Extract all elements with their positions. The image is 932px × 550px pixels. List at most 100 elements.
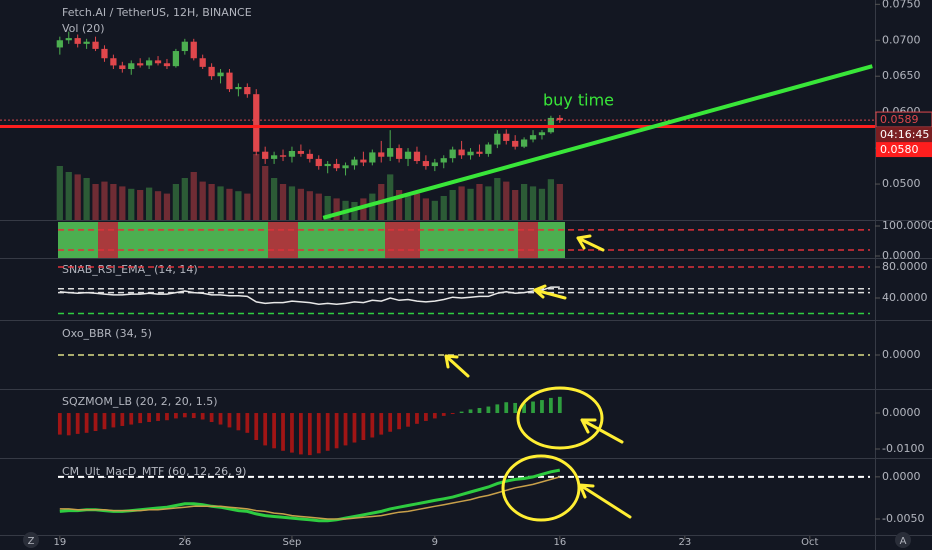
- indicator-line: [59, 286, 560, 305]
- trend-line: [322, 64, 873, 220]
- level-price-box: [876, 142, 932, 158]
- histogram-bar: [504, 402, 509, 414]
- histogram-bar: [540, 400, 544, 414]
- histogram-bar: [272, 413, 276, 449]
- volume-bar: [529, 186, 537, 220]
- candle-body: [431, 162, 438, 167]
- pane-label: SQZMOM_LB (20, 2, 20, 1.5): [62, 395, 218, 408]
- histogram-bar: [57, 413, 62, 435]
- volume-bar: [270, 178, 278, 220]
- volume-bar: [476, 184, 483, 220]
- candle-body: [110, 58, 117, 66]
- candle-body: [145, 60, 153, 66]
- candle-body: [351, 159, 358, 166]
- volume-bar: [297, 188, 305, 220]
- candle-body: [404, 151, 412, 159]
- histogram-bar: [441, 413, 446, 416]
- volume-bar: [306, 191, 313, 220]
- volume-bar: [119, 186, 126, 220]
- candle-body: [378, 152, 385, 157]
- candle-body: [235, 86, 242, 90]
- histogram-bar: [66, 413, 71, 436]
- volume-bar: [279, 184, 287, 220]
- volume-bar: [235, 191, 242, 220]
- volume-bar: [172, 184, 180, 220]
- candle-body: [181, 41, 188, 52]
- volume-bar: [226, 188, 233, 220]
- volume-bar: [369, 193, 376, 220]
- volume-bar: [503, 181, 510, 220]
- candle-body: [422, 161, 430, 167]
- volume-bar: [154, 191, 162, 220]
- volume-bar: [512, 190, 519, 220]
- histogram-bar: [165, 413, 169, 421]
- histogram-bar: [290, 413, 294, 453]
- candle-body: [556, 117, 563, 121]
- candle-body: [208, 66, 215, 77]
- x-tick-label: 19: [53, 537, 66, 548]
- histogram-bar: [549, 397, 553, 414]
- volume-bar: [74, 174, 81, 220]
- histogram-bar: [138, 413, 143, 424]
- volume-bar: [431, 200, 438, 220]
- candle-body: [190, 41, 197, 59]
- histogram-bar: [84, 413, 89, 433]
- volume-bar: [92, 184, 99, 220]
- candle-body: [262, 151, 269, 159]
- candle-body: [56, 40, 63, 48]
- annotation: buy time: [543, 91, 614, 110]
- histogram-bar: [343, 413, 348, 446]
- volume-bar: [253, 154, 260, 220]
- candle-body: [92, 41, 99, 49]
- volume-bar: [190, 172, 197, 220]
- volume-bar: [547, 179, 555, 220]
- chart-title: Fetch.AI / TetherUS, 12H, BINANCE: [62, 6, 252, 19]
- histogram-bar: [200, 413, 205, 420]
- volume-bar: [449, 190, 456, 220]
- y-tick-label: 0.0000: [882, 406, 921, 419]
- y-tick-label: -0.0050: [882, 512, 924, 525]
- histogram-bar: [245, 413, 250, 433]
- histogram-bar: [191, 413, 196, 419]
- volume-bar: [467, 188, 474, 220]
- countdown-box: [876, 127, 932, 143]
- volume-bar: [128, 188, 135, 220]
- volume-bar: [413, 193, 421, 220]
- volume-bar: [395, 190, 403, 220]
- histogram-bar: [379, 413, 384, 435]
- volume-bar: [208, 184, 215, 220]
- candle-body: [244, 86, 251, 95]
- histogram-bar: [75, 413, 80, 434]
- histogram-bar: [120, 413, 125, 426]
- candle-body: [270, 155, 278, 159]
- candle-body: [503, 133, 510, 141]
- x-tick-label: 9: [432, 537, 438, 548]
- volume-label: Vol (20): [62, 22, 105, 35]
- zoom-button[interactable]: Z: [28, 536, 35, 547]
- volume-bar: [56, 166, 63, 220]
- x-tick-label: Oct: [801, 537, 818, 548]
- volume-bar: [110, 184, 117, 220]
- histogram-bar: [406, 413, 410, 427]
- candle-body: [163, 63, 171, 67]
- volume-bar: [520, 184, 528, 220]
- volume-bar: [137, 190, 144, 220]
- histogram-bar: [334, 413, 339, 449]
- histogram-bar: [370, 413, 375, 438]
- volume-bar: [244, 193, 251, 220]
- pane-label: SNAB_RSI_EMA_ (14, 14): [62, 263, 198, 276]
- volume-bar: [485, 186, 492, 220]
- candle-body: [172, 51, 180, 67]
- y-tick-label: 100.0000: [882, 219, 932, 232]
- candle-body: [476, 151, 483, 154]
- candle-body: [288, 150, 296, 157]
- y-tick-label: 0.0700: [882, 33, 921, 46]
- volume-bar: [422, 198, 430, 220]
- histogram-bar: [513, 402, 518, 414]
- volume-bar: [360, 198, 367, 220]
- candle-body: [83, 41, 90, 44]
- auto-button[interactable]: A: [900, 536, 907, 547]
- annotations: [444, 234, 632, 522]
- candle-body: [538, 132, 546, 136]
